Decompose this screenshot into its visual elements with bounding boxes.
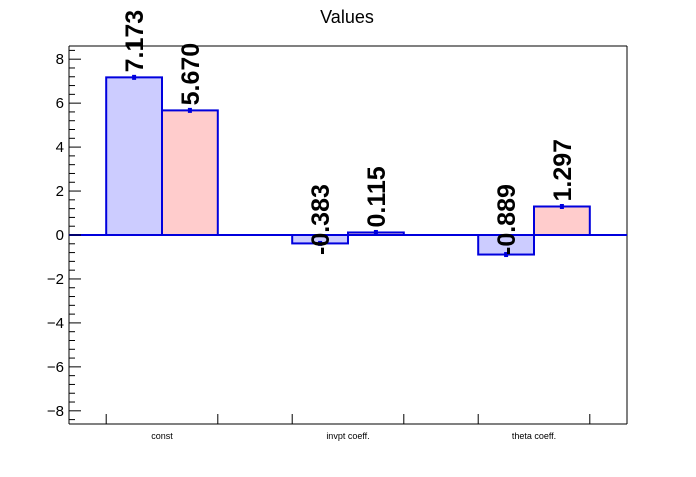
y-tick-label: 8 bbox=[56, 51, 64, 68]
data-label: -0.383 bbox=[307, 184, 335, 255]
bar-value-marker bbox=[318, 240, 323, 246]
y-tick-label: −8 bbox=[47, 403, 64, 420]
y-tick-label: 2 bbox=[56, 183, 64, 200]
bars-layer bbox=[105, 74, 591, 258]
data-label: 0.115 bbox=[363, 166, 391, 227]
bar-value-marker bbox=[187, 107, 192, 113]
x-tick-label: theta coeff. bbox=[512, 431, 556, 441]
bar bbox=[533, 205, 591, 237]
bar-value-marker bbox=[504, 252, 509, 258]
data-label: 7.173 bbox=[121, 10, 149, 73]
bar-value-marker bbox=[132, 74, 137, 80]
y-tick-label: 0 bbox=[56, 227, 64, 244]
data-label: 1.297 bbox=[549, 139, 577, 202]
data-label: -0.889 bbox=[493, 184, 521, 255]
y-tick-label: −2 bbox=[47, 271, 64, 288]
data-labels-layer: 7.173 -0.383 -0.889 5.670 0.115 1.297 bbox=[121, 10, 577, 255]
y-tick-label: 4 bbox=[56, 139, 64, 156]
x-tick-label: invpt coeff. bbox=[326, 431, 369, 441]
bar-value-marker bbox=[559, 203, 564, 209]
x-tick-label: const bbox=[151, 431, 173, 441]
chart-title: Values bbox=[320, 7, 374, 27]
bar bbox=[161, 109, 219, 236]
bar-value-marker bbox=[373, 229, 378, 235]
y-tick-label: 6 bbox=[56, 95, 64, 112]
y-tick-label: −6 bbox=[47, 359, 64, 376]
axes-layer: −8 −6 −4 −2 0 2 4 6 8 const invpt coeff. theta coef… bbox=[47, 45, 628, 441]
bar bbox=[105, 76, 163, 237]
y-tick-label: −4 bbox=[47, 315, 64, 332]
data-label: 5.670 bbox=[177, 43, 205, 106]
